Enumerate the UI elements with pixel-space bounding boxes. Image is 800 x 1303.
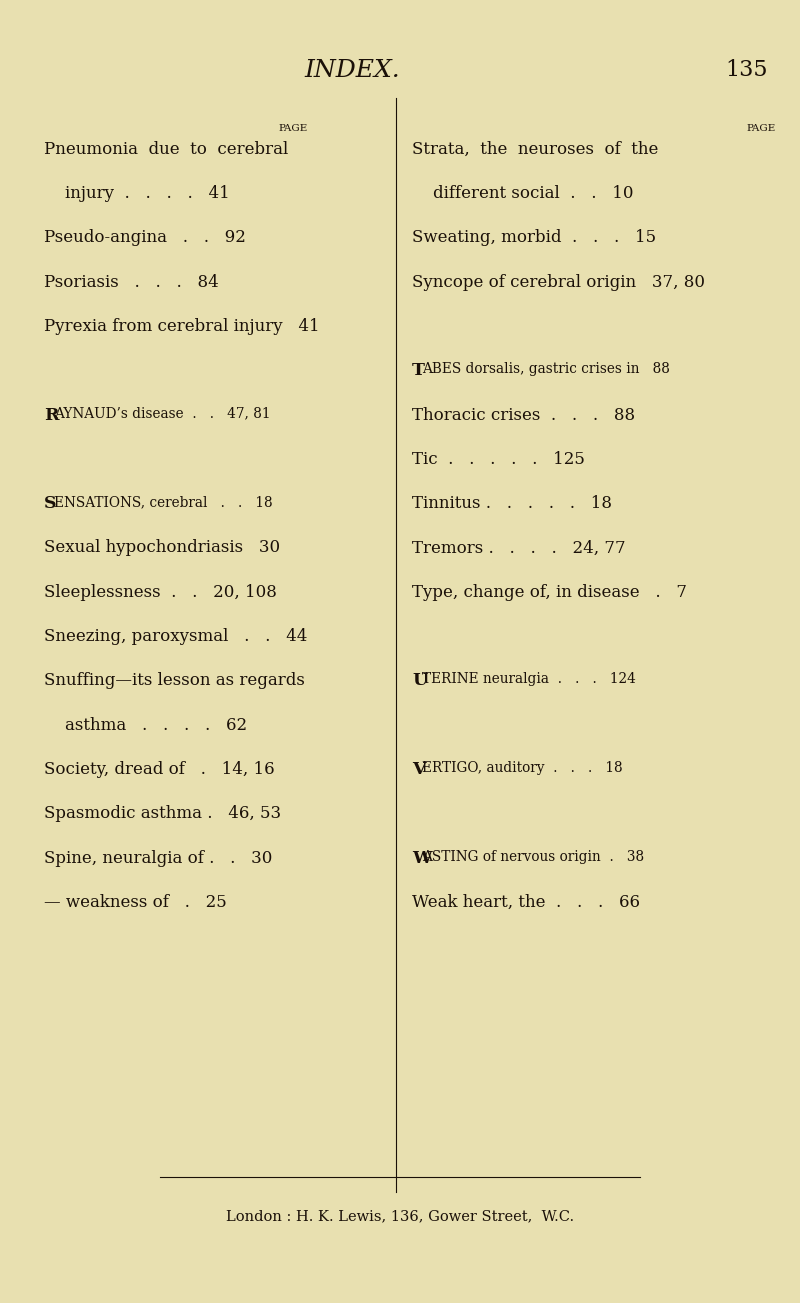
Text: ERTIGO, auditory  .   .   .   18: ERTIGO, auditory . . . 18	[422, 761, 623, 775]
Text: Sleeplessness  .   .   20, 108: Sleeplessness . . 20, 108	[44, 584, 277, 601]
Text: London : H. K. Lewis, 136, Gower Street,  W.C.: London : H. K. Lewis, 136, Gower Street,…	[226, 1209, 574, 1224]
Text: Pneumonia  due  to  cerebral: Pneumonia due to cerebral	[44, 141, 288, 158]
Text: INDEX.: INDEX.	[304, 59, 400, 82]
Text: asthma   .   .   .   .   62: asthma . . . . 62	[44, 717, 247, 734]
Text: R: R	[44, 407, 58, 423]
Text: ASTING of nervous origin  .   38: ASTING of nervous origin . 38	[422, 850, 645, 864]
Text: Thoracic crises  .   .   .   88: Thoracic crises . . . 88	[412, 407, 635, 423]
Text: Weak heart, the  .   .   .   66: Weak heart, the . . . 66	[412, 894, 640, 911]
Text: Spine, neuralgia of .   .   30: Spine, neuralgia of . . 30	[44, 850, 272, 866]
Text: Syncope of cerebral origin   37, 80: Syncope of cerebral origin 37, 80	[412, 274, 705, 291]
Text: ABES dorsalis, gastric crises in   88: ABES dorsalis, gastric crises in 88	[422, 362, 670, 377]
Text: Snuffing—its lesson as regards: Snuffing—its lesson as regards	[44, 672, 305, 689]
Text: PAGE: PAGE	[278, 124, 308, 133]
Text: T: T	[412, 362, 425, 379]
Text: S: S	[44, 495, 57, 512]
Text: Tic  .   .   .   .   .   125: Tic . . . . . 125	[412, 451, 585, 468]
Text: ENSATIONS, cerebral   .   .   18: ENSATIONS, cerebral . . 18	[54, 495, 273, 509]
Text: PAGE: PAGE	[746, 124, 776, 133]
Text: Strata,  the  neuroses  of  the: Strata, the neuroses of the	[412, 141, 658, 158]
Text: 135: 135	[726, 59, 768, 81]
Text: Pyrexia from cerebral injury   41: Pyrexia from cerebral injury 41	[44, 318, 320, 335]
Text: V: V	[412, 761, 426, 778]
Text: Psoriasis   .   .   .   84: Psoriasis . . . 84	[44, 274, 218, 291]
Text: — weakness of   .   25: — weakness of . 25	[44, 894, 226, 911]
Text: W: W	[412, 850, 432, 866]
Text: U: U	[412, 672, 427, 689]
Text: Sweating, morbid  .   .   .   15: Sweating, morbid . . . 15	[412, 229, 656, 246]
Text: Tremors .   .   .   .   24, 77: Tremors . . . . 24, 77	[412, 539, 626, 556]
Text: Pseudo-angina   .   .   92: Pseudo-angina . . 92	[44, 229, 246, 246]
Text: Society, dread of   .   14, 16: Society, dread of . 14, 16	[44, 761, 274, 778]
Text: different social  .   .   10: different social . . 10	[412, 185, 634, 202]
Text: Tinnitus .   .   .   .   .   18: Tinnitus . . . . . 18	[412, 495, 612, 512]
Text: Spasmodic asthma .   46, 53: Spasmodic asthma . 46, 53	[44, 805, 281, 822]
Text: injury  .   .   .   .   41: injury . . . . 41	[44, 185, 230, 202]
Text: Sexual hypochondriasis   30: Sexual hypochondriasis 30	[44, 539, 280, 556]
Text: Type, change of, in disease   .   7: Type, change of, in disease . 7	[412, 584, 687, 601]
Text: TERINE neuralgia  .   .   .   124: TERINE neuralgia . . . 124	[422, 672, 636, 687]
Text: Sneezing, paroxysmal   .   .   44: Sneezing, paroxysmal . . 44	[44, 628, 307, 645]
Text: AYNAUD’s disease  .   .   47, 81: AYNAUD’s disease . . 47, 81	[54, 407, 271, 421]
